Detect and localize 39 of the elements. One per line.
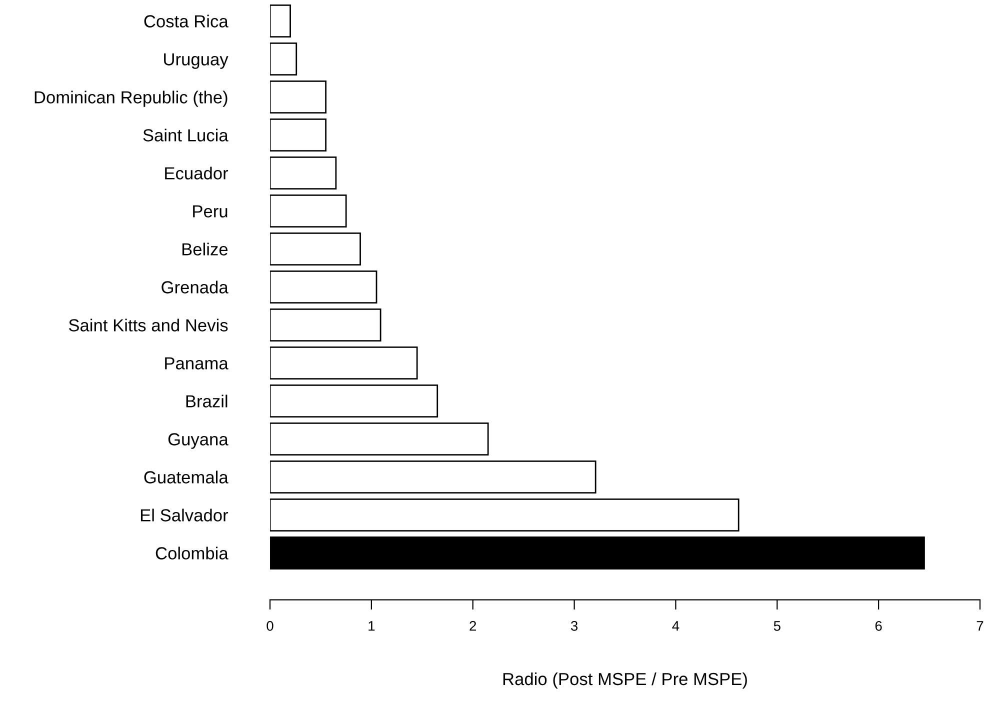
y-tick-label: Costa Rica bbox=[144, 14, 228, 28]
y-tick-label: Saint Lucia bbox=[143, 128, 228, 142]
y-tick-label: Brazil bbox=[186, 394, 228, 408]
x-tick-label: 7 bbox=[976, 621, 984, 631]
bar bbox=[270, 346, 418, 380]
bar bbox=[270, 460, 596, 494]
bar bbox=[270, 4, 291, 38]
bar bbox=[270, 118, 326, 152]
x-tick-label: 5 bbox=[774, 621, 780, 631]
y-tick-label: Peru bbox=[193, 205, 228, 218]
y-tick-label: Colombia bbox=[156, 546, 228, 560]
y-tick-label: Panama bbox=[165, 357, 228, 370]
x-axis-title: Radio (Post MSPE / Pre MSPE) bbox=[503, 672, 747, 689]
x-tick-label: 3 bbox=[570, 620, 578, 631]
y-tick-label: El Salvador bbox=[140, 508, 228, 522]
y-tick-label: Guyana bbox=[168, 433, 228, 449]
x-tick-label: 0 bbox=[266, 620, 274, 631]
y-tick-label: Ecuador bbox=[165, 166, 228, 180]
y-tick-label: Grenada bbox=[162, 280, 228, 294]
y-tick-label: Dominican Republic (the) bbox=[34, 90, 228, 107]
x-tick-label: 6 bbox=[875, 620, 882, 631]
x-tick-label: 1 bbox=[368, 621, 375, 631]
x-tick-label: 4 bbox=[672, 621, 680, 631]
y-tick-label: Guatemala bbox=[144, 470, 228, 484]
bar bbox=[270, 422, 489, 456]
bar bbox=[270, 270, 378, 304]
x-tick-label: 2 bbox=[470, 620, 476, 631]
bar bbox=[270, 232, 361, 266]
bar bbox=[270, 308, 382, 342]
y-tick-label: Belize bbox=[182, 242, 228, 256]
bar bbox=[270, 194, 347, 228]
bar bbox=[270, 80, 326, 114]
bar bbox=[270, 384, 438, 418]
bar bbox=[270, 42, 298, 76]
bar bbox=[270, 498, 740, 532]
bar bbox=[270, 156, 337, 190]
y-tick-label: Saint Kitts and Nevis bbox=[68, 318, 228, 332]
bar bbox=[270, 536, 925, 570]
y-tick-label: Uruguay bbox=[164, 53, 228, 69]
